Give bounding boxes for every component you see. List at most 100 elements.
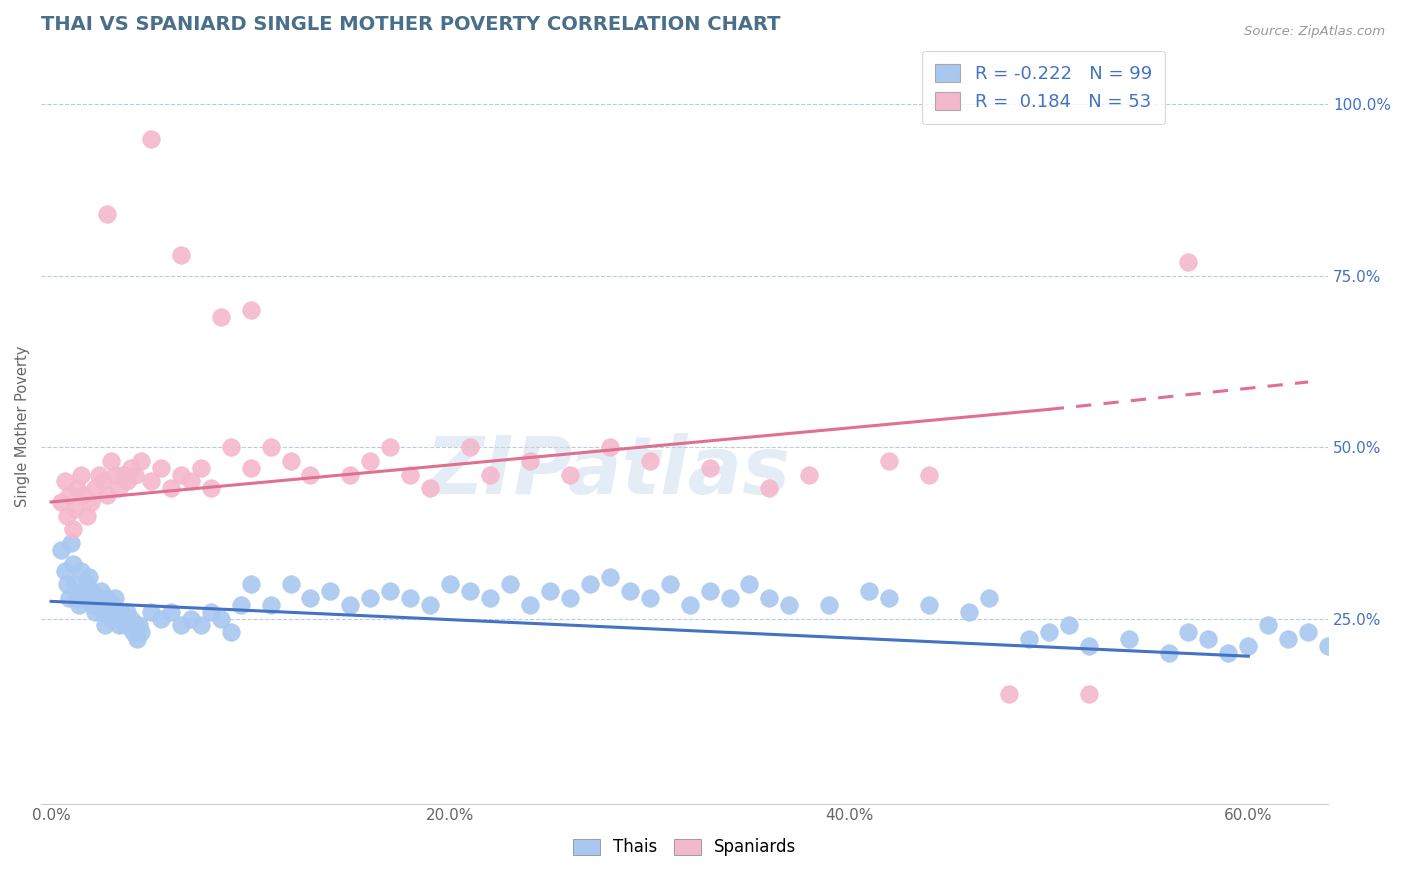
Point [200, 481, 222, 495]
Point [180, 475, 202, 489]
Point [124, 467, 146, 482]
Point [799, 467, 821, 482]
Point [1118, 632, 1140, 646]
Point [73, 591, 96, 605]
Point [111, 467, 134, 482]
Point [299, 591, 322, 605]
Point [239, 303, 262, 318]
Point [96, 207, 118, 221]
Point [439, 577, 461, 591]
Point [758, 591, 780, 605]
Point [96, 591, 118, 605]
Point [519, 598, 541, 612]
Point [139, 605, 162, 619]
Point [122, 625, 145, 640]
Point [70, 564, 93, 578]
Point [90, 584, 112, 599]
Point [86, 591, 108, 605]
Point [56, 577, 79, 591]
Point [1157, 646, 1180, 660]
Point [877, 591, 900, 605]
Point [190, 618, 212, 632]
Point [84, 605, 107, 619]
Point [170, 467, 193, 482]
Point [479, 591, 502, 605]
Point [97, 605, 120, 619]
Point [149, 611, 172, 625]
Point [957, 605, 980, 619]
Point [53, 475, 76, 489]
Point [638, 454, 661, 468]
Point [1337, 646, 1360, 660]
Point [72, 584, 94, 599]
Text: ZIPatlas: ZIPatlas [425, 433, 790, 511]
Point [758, 481, 780, 495]
Point [129, 625, 152, 640]
Point [108, 481, 131, 495]
Point [858, 584, 880, 599]
Point [538, 584, 561, 599]
Point [359, 454, 381, 468]
Point [818, 598, 841, 612]
Point [120, 611, 142, 625]
Legend: R = -0.222   N = 99, R =  0.184   N = 53: R = -0.222 N = 99, R = 0.184 N = 53 [922, 51, 1164, 124]
Point [1077, 639, 1099, 653]
Point [558, 591, 581, 605]
Point [82, 598, 104, 612]
Point [63, 501, 86, 516]
Point [62, 522, 84, 536]
Point [319, 584, 342, 599]
Point [1038, 625, 1060, 640]
Point [94, 618, 117, 632]
Point [479, 467, 502, 482]
Point [359, 591, 381, 605]
Point [96, 488, 118, 502]
Point [100, 454, 122, 468]
Point [180, 611, 202, 625]
Point [84, 481, 107, 495]
Point [299, 467, 322, 482]
Point [998, 687, 1021, 701]
Point [419, 598, 441, 612]
Point [219, 625, 242, 640]
Point [1257, 618, 1279, 632]
Point [1177, 625, 1199, 640]
Point [1018, 632, 1040, 646]
Point [56, 508, 79, 523]
Point [1218, 646, 1240, 660]
Point [139, 475, 162, 489]
Point [209, 310, 232, 324]
Point [70, 467, 93, 482]
Point [239, 460, 262, 475]
Point [1057, 618, 1080, 632]
Point [339, 467, 361, 482]
Point [170, 248, 193, 262]
Point [105, 611, 128, 625]
Point [778, 598, 800, 612]
Point [190, 460, 212, 475]
Point [738, 577, 761, 591]
Point [1317, 639, 1340, 653]
Point [718, 591, 741, 605]
Point [638, 591, 661, 605]
Point [599, 440, 621, 454]
Point [259, 440, 281, 454]
Point [280, 577, 302, 591]
Point [114, 618, 136, 632]
Point [170, 618, 193, 632]
Point [49, 495, 72, 509]
Point [101, 598, 124, 612]
Point [87, 467, 110, 482]
Point [259, 598, 281, 612]
Point [76, 508, 98, 523]
Point [1177, 255, 1199, 269]
Point [918, 598, 941, 612]
Point [699, 460, 721, 475]
Point [76, 577, 98, 591]
Point [120, 460, 142, 475]
Point [58, 591, 80, 605]
Point [139, 131, 162, 145]
Point [63, 577, 86, 591]
Point [209, 611, 232, 625]
Point [280, 454, 302, 468]
